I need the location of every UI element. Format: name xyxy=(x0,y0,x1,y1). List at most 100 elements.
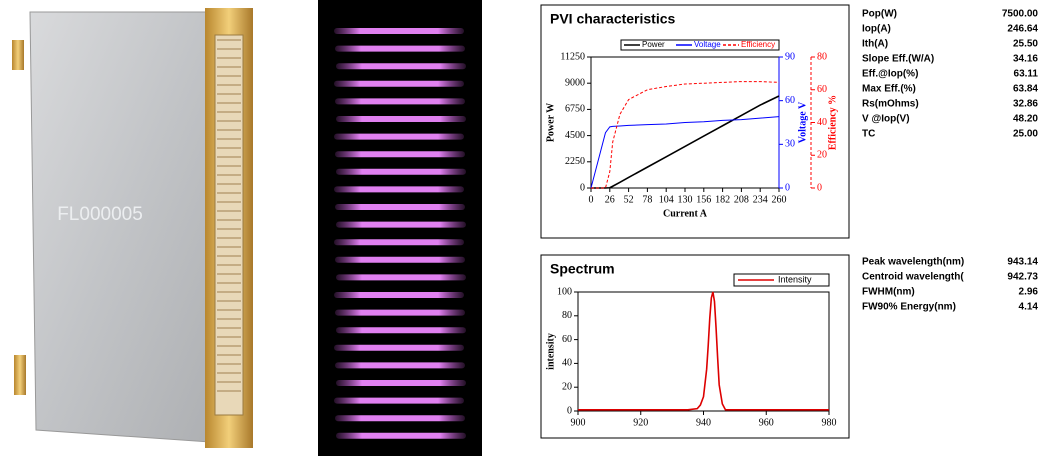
emitter-stripe xyxy=(335,151,465,158)
emitter-stripe xyxy=(336,63,466,70)
emitter-stripe xyxy=(336,274,466,281)
param-name: Max Eff.(%) xyxy=(862,84,916,95)
series-line xyxy=(591,81,780,189)
y-tick-label: 80 xyxy=(562,310,572,321)
x-tick-label: 960 xyxy=(759,417,774,428)
param-value: 4.14 xyxy=(1019,302,1039,313)
emitter-stripe xyxy=(336,432,466,439)
chart-title: PVI characteristics xyxy=(550,11,676,27)
param-value: 63.11 xyxy=(1014,69,1039,80)
param-name: FW90% Energy(nm) xyxy=(862,302,956,313)
param-name: Ith(A) xyxy=(862,39,888,50)
emitter-stripe xyxy=(336,168,466,175)
legend-label: Power xyxy=(642,40,665,49)
y3-axis-label: Efficiency % xyxy=(827,95,838,150)
param-name: Pop(W) xyxy=(862,9,897,20)
x-tick-label: 26 xyxy=(605,194,615,205)
y2-tick-label: 30 xyxy=(785,139,795,150)
y-axis-label: intensity xyxy=(545,333,556,370)
x-tick-label: 920 xyxy=(633,417,648,428)
x-tick-label: 208 xyxy=(734,194,749,205)
series-line xyxy=(578,291,829,411)
param-value: 34.16 xyxy=(1013,54,1038,65)
emitter-stripe xyxy=(334,344,464,351)
param-name: Peak wavelength(nm) xyxy=(862,257,964,268)
emitter-stripe xyxy=(335,204,465,210)
chart-title: Spectrum xyxy=(550,261,615,277)
param-name: FWHM(nm) xyxy=(862,287,915,298)
y-tick-label: 100 xyxy=(557,286,572,297)
x-tick-label: 78 xyxy=(642,194,652,205)
x-tick-label: 52 xyxy=(624,194,634,205)
param-value: 2.96 xyxy=(1019,287,1039,298)
legend-label: Voltage xyxy=(694,40,721,49)
y-tick-label: 60 xyxy=(562,334,572,345)
y3-tick-label: 80 xyxy=(817,51,827,62)
x-tick-label: 940 xyxy=(696,417,711,428)
y-tick-label: 0 xyxy=(567,405,572,416)
y3-tick-label: 0 xyxy=(817,182,822,193)
param-name: Iop(A) xyxy=(862,24,891,35)
clip xyxy=(14,355,26,395)
x-tick-label: 900 xyxy=(571,417,586,428)
emitter-stripe xyxy=(336,327,466,334)
param-value: 63.84 xyxy=(1013,84,1038,95)
x-tick-label: 234 xyxy=(753,194,768,205)
emitter-stripe xyxy=(334,133,464,140)
param-value: 32.86 xyxy=(1013,99,1038,110)
y-axis-label: Power W xyxy=(545,103,556,142)
x-tick-label: 104 xyxy=(659,194,674,205)
param-name: Rs(mOhms) xyxy=(862,99,919,110)
series-line xyxy=(591,95,780,189)
y-tick-label: 20 xyxy=(562,381,572,392)
param-name: V @Iop(V) xyxy=(862,114,910,125)
y-tick-label: 2250 xyxy=(565,156,585,167)
serial-label: FL000005 xyxy=(57,204,143,225)
emitter-stripe xyxy=(335,362,465,369)
y-tick-label: 6750 xyxy=(565,104,585,115)
x-tick-label: 182 xyxy=(715,194,730,205)
emitter-stripe xyxy=(336,116,466,122)
plate xyxy=(29,11,211,443)
emitter-stripe xyxy=(335,98,465,105)
param-value: 25.50 xyxy=(1013,39,1038,50)
emitter-stripe xyxy=(334,292,464,298)
x-tick-label: 0 xyxy=(589,194,594,205)
legend-label: Efficiency xyxy=(741,40,775,49)
param-value: 48.20 xyxy=(1013,114,1038,125)
y3-tick-label: 60 xyxy=(817,84,827,95)
y2-axis-label: Voltage V xyxy=(797,101,808,143)
parameter-tables: Pop(W) 7500.00 Iop(A) 246.64 Ith(A) 25.50 Slop… xyxy=(862,9,1038,313)
y2-tick-label: 90 xyxy=(785,51,795,62)
emitter-stripe xyxy=(334,80,464,87)
param-value: 7500.00 xyxy=(1002,9,1039,20)
emitter-stripe xyxy=(335,309,465,316)
y2-tick-label: 60 xyxy=(785,95,795,106)
param-value: 942.73 xyxy=(1007,272,1038,283)
legend-label: Intensity xyxy=(778,274,812,284)
emitter-stripe xyxy=(334,28,464,34)
y-tick-label: 11250 xyxy=(560,51,585,62)
param-value: 246.64 xyxy=(1007,24,1038,35)
emitter-stripe xyxy=(336,221,466,228)
series-line xyxy=(590,116,780,189)
legend-box xyxy=(733,273,830,287)
x-tick-label: 260 xyxy=(772,194,787,205)
emitter-stripe xyxy=(335,415,465,422)
legend-box xyxy=(620,39,780,51)
module-photo: FL000005 xyxy=(12,8,253,448)
emitter-stripe xyxy=(334,239,464,246)
param-value: 943.14 xyxy=(1007,257,1038,268)
y-tick-label: 4500 xyxy=(565,130,585,141)
window xyxy=(214,34,244,416)
emitter-stripe xyxy=(335,256,465,263)
x-tick-label: 980 xyxy=(822,417,837,428)
param-value: 25.00 xyxy=(1013,129,1038,140)
y2-tick-label: 0 xyxy=(785,182,790,193)
emitter-stripe xyxy=(334,397,464,404)
emitter-stripe xyxy=(334,186,464,193)
emitter-stripe xyxy=(336,380,466,386)
param-name: Slope Eff.(W/A) xyxy=(862,54,934,65)
y3-tick-label: 40 xyxy=(817,117,827,128)
